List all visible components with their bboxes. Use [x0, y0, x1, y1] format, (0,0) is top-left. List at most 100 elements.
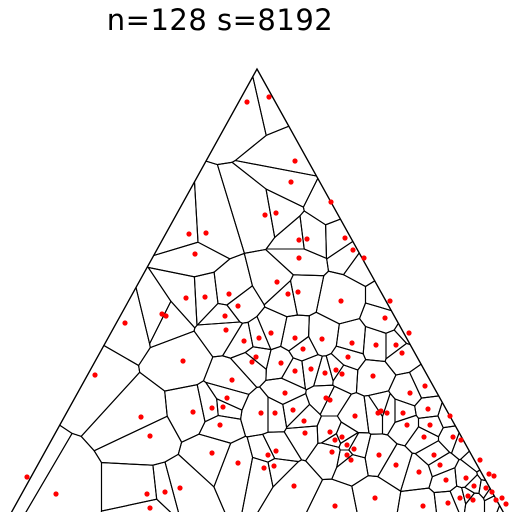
generator-point [285, 291, 291, 297]
voronoi-cell [463, 492, 486, 512]
voronoi-cell [152, 461, 179, 512]
generator-point [163, 313, 169, 319]
generator-point [183, 295, 189, 301]
generator-point [296, 255, 302, 261]
generator-point [288, 179, 294, 185]
voronoi-cell [25, 432, 103, 512]
voronoi-cell [299, 210, 328, 259]
voronoi-cell [265, 248, 330, 277]
generator-point [186, 231, 192, 237]
generator-point [457, 495, 463, 501]
generator-point [384, 410, 390, 416]
generator-point [253, 354, 259, 360]
generator-point [431, 452, 437, 458]
generator-point [323, 395, 329, 401]
generator-point [422, 383, 428, 389]
generator-point [223, 327, 229, 333]
generator-point [292, 335, 298, 341]
generator-point [332, 503, 338, 509]
generator-point [404, 422, 410, 428]
voronoi-cell [326, 240, 360, 276]
voronoi-cell [226, 285, 266, 324]
triangle-outline [10, 67, 504, 512]
voronoi-cell [289, 274, 325, 317]
generator-point [338, 298, 344, 304]
generator-point [209, 405, 215, 411]
generator-point [217, 422, 223, 428]
generator-point [244, 99, 250, 105]
generator-point [372, 495, 378, 501]
voronoi-cell [205, 76, 267, 166]
generator-point [483, 485, 489, 491]
generator-point [351, 446, 357, 452]
generator-point [147, 505, 153, 511]
generator-point [339, 434, 345, 440]
generator-point [327, 397, 333, 403]
generator-point [463, 475, 469, 481]
generator-point [342, 235, 348, 241]
generator-point [499, 495, 505, 501]
figure-title: n=128 s=8192 [106, 3, 334, 37]
generator-point [202, 294, 208, 300]
generator-point [53, 491, 59, 497]
generator-point [203, 230, 209, 236]
generator-point [421, 434, 427, 440]
voronoi-cell [388, 371, 423, 407]
generator-point [272, 410, 278, 416]
generator-point [387, 298, 393, 304]
voronoi-cell [386, 414, 420, 447]
generator-point [295, 289, 301, 295]
generator-point [437, 462, 443, 468]
generator-point [361, 255, 367, 261]
generator-point [144, 491, 150, 497]
generator-points [24, 94, 509, 511]
generator-point [420, 503, 426, 509]
voronoi-cell [93, 415, 183, 466]
voronoi-cell [396, 487, 437, 512]
voronoi-cell [342, 252, 376, 288]
generator-point [273, 210, 279, 216]
generator-point [406, 330, 412, 336]
generator-point [229, 377, 235, 383]
voronoi-cell [257, 459, 324, 512]
generator-point [350, 247, 356, 253]
voronoi-cell [231, 159, 319, 208]
generator-point [249, 359, 255, 365]
generator-point [235, 303, 241, 309]
generator-point [450, 434, 456, 440]
generator-point [425, 406, 431, 412]
voronoi-cell [496, 504, 504, 512]
generator-point [399, 350, 405, 356]
generator-point [328, 199, 334, 205]
voronoi-cell [80, 371, 168, 452]
generator-point [348, 457, 354, 463]
generator-point [470, 497, 476, 503]
generator-point [241, 338, 247, 344]
generator-point [333, 367, 339, 373]
generator-point [274, 279, 280, 285]
generator-point [503, 501, 509, 507]
generator-point [407, 390, 413, 396]
voronoi-cell [280, 314, 310, 352]
generator-point [382, 315, 388, 321]
voronoi-cell [351, 475, 402, 512]
voronoi-cell [355, 359, 397, 397]
generator-point [262, 212, 268, 218]
generator-point [349, 340, 355, 346]
generator-point [273, 448, 279, 454]
generator-point [465, 493, 471, 499]
generator-point [235, 460, 241, 466]
generator-point [319, 336, 325, 342]
generator-point [329, 449, 335, 455]
generator-point [352, 413, 358, 419]
generator-point [180, 358, 186, 364]
generator-point [378, 408, 384, 414]
generator-point [447, 413, 453, 419]
generator-point [222, 313, 228, 319]
generator-point [92, 372, 98, 378]
voronoi-cell [247, 315, 272, 351]
generator-point [302, 430, 308, 436]
generator-point [332, 437, 338, 443]
generator-point [416, 469, 422, 475]
